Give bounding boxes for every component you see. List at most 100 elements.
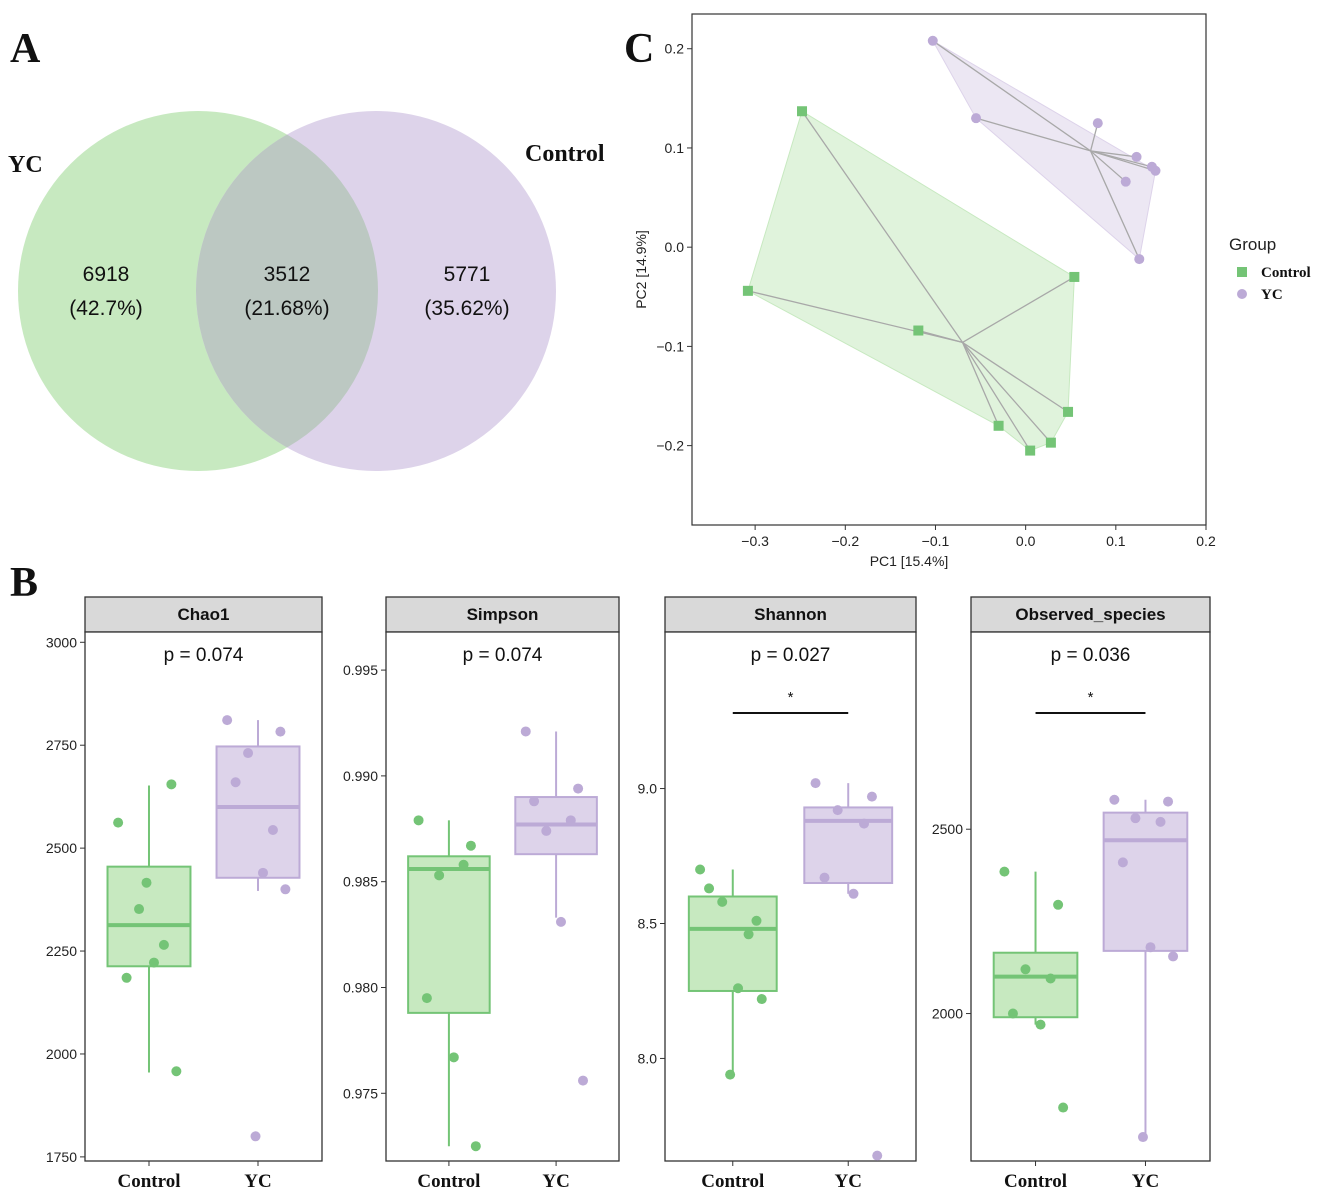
boxplot-strip bbox=[84, 596, 323, 633]
boxplot-point-yc bbox=[1163, 796, 1174, 807]
boxplot-point-yc bbox=[1130, 813, 1141, 824]
pcoa-ylabel: PC2 [14.9%] bbox=[633, 230, 649, 309]
boxplot-title: Shannon bbox=[754, 605, 827, 624]
boxplot-ytick-label: 3000 bbox=[46, 634, 77, 650]
boxplot-box-control bbox=[407, 855, 491, 1014]
boxplot-xtick-label: YC bbox=[835, 1171, 862, 1192]
pcoa-point-control bbox=[1063, 406, 1074, 417]
boxplot-ytick-label: 0.980 bbox=[343, 979, 378, 995]
boxplot-xtick-label: YC bbox=[542, 1171, 569, 1192]
boxplot-pvalue: p = 0.036 bbox=[1051, 645, 1131, 666]
pcoa-point-yc bbox=[1150, 165, 1161, 176]
pcoa-legend-key-control bbox=[1237, 267, 1247, 277]
boxplot-point-control bbox=[171, 1066, 182, 1077]
pcoa-spider-line bbox=[801, 110, 964, 343]
boxplot-point-control bbox=[756, 994, 767, 1005]
pcoa-spider-line bbox=[1090, 150, 1156, 172]
boxplot-panel-chao1: Chao1 p = 0.074 1750 2000 2250 2500 2750 3000 Co… bbox=[46, 596, 323, 1192]
boxplot-point-control bbox=[1007, 1008, 1018, 1019]
boxplot-point-yc bbox=[280, 884, 291, 895]
boxplot-point-yc bbox=[1168, 951, 1179, 962]
boxplot-point-yc bbox=[250, 1131, 261, 1142]
boxplot-box-control bbox=[687, 895, 778, 992]
boxplot-xtick-label: YC bbox=[244, 1171, 271, 1192]
boxplot-point-yc bbox=[832, 805, 843, 816]
boxplot-point-control bbox=[121, 972, 132, 983]
pcoa-spider-line bbox=[962, 341, 1069, 413]
boxplot-point-yc bbox=[222, 715, 233, 726]
pcoa-xtick-label: 0.2 bbox=[1196, 533, 1216, 549]
boxplot-point-control bbox=[704, 883, 715, 894]
pcoa-hull-control bbox=[747, 110, 1075, 452]
pcoa-point-yc bbox=[1131, 151, 1142, 162]
boxplot-point-control bbox=[141, 877, 152, 888]
boxplot-point-control bbox=[717, 896, 728, 907]
pcoa-spider-line bbox=[962, 276, 1075, 343]
pcoa-point-yc bbox=[1092, 118, 1103, 129]
boxplot-point-control bbox=[421, 993, 432, 1004]
boxplot-title: Observed_species bbox=[1015, 605, 1165, 624]
boxplot-pvalue: p = 0.074 bbox=[164, 645, 244, 666]
boxplot-title: Chao1 bbox=[178, 605, 230, 624]
boxplot-frame bbox=[664, 631, 917, 1162]
boxplot-point-control bbox=[1045, 973, 1056, 984]
boxplot-point-control bbox=[999, 866, 1010, 877]
boxplot-point-yc bbox=[275, 726, 286, 737]
pcoa-point-control bbox=[1045, 437, 1056, 448]
boxplot-point-control bbox=[158, 939, 169, 950]
venn-overlap-count: 3512 bbox=[264, 263, 311, 286]
boxplot-point-control bbox=[113, 817, 124, 828]
boxplot-point-yc bbox=[257, 867, 268, 878]
boxplot-ytick-label: 0.975 bbox=[343, 1085, 378, 1101]
boxplot-point-yc bbox=[230, 777, 241, 788]
pcoa-ytick-label: 0.2 bbox=[665, 41, 685, 57]
boxplot-point-yc bbox=[819, 872, 830, 883]
boxplot-ytick-label: 0.985 bbox=[343, 874, 378, 890]
boxplot-point-control bbox=[134, 904, 145, 915]
boxplot-point-control bbox=[725, 1069, 736, 1080]
boxplot-strip bbox=[664, 596, 917, 633]
boxplot-point-yc bbox=[243, 748, 254, 759]
significance-star: * bbox=[788, 689, 794, 706]
pcoa-legend-title: Group bbox=[1229, 235, 1276, 254]
boxplot-point-control bbox=[434, 870, 445, 881]
pcoa-spider-line bbox=[747, 290, 963, 344]
boxplot-ytick-label: 2000 bbox=[932, 1006, 963, 1022]
boxplot-strip bbox=[970, 596, 1211, 633]
boxplot-xtick-label: Control bbox=[417, 1171, 480, 1192]
pcoa-legend-label: YC bbox=[1261, 287, 1283, 303]
venn-diagram: YC Control 6918 (42.7%) 3512 (21.68%) 57… bbox=[8, 111, 605, 471]
boxplot-ytick-label: 2000 bbox=[46, 1046, 77, 1062]
pcoa-spider-line bbox=[961, 342, 1031, 451]
pcoa-point-yc bbox=[927, 35, 938, 46]
venn-label-yc: YC bbox=[8, 152, 43, 178]
venn-overlap bbox=[196, 134, 379, 448]
boxplot-title: Simpson bbox=[467, 605, 539, 624]
boxplot-ytick-label: 2250 bbox=[46, 943, 77, 959]
boxplot-ytick-label: 9.0 bbox=[638, 781, 658, 797]
pcoa-point-control bbox=[993, 420, 1004, 431]
pcoa-legend-key-yc bbox=[1237, 289, 1247, 299]
venn-control-count: 5771 bbox=[444, 263, 491, 286]
boxplot-point-yc bbox=[1155, 816, 1166, 827]
boxplot-point-yc bbox=[872, 1150, 883, 1161]
pcoa-spider-line bbox=[962, 341, 1052, 444]
boxplot-point-control bbox=[458, 859, 469, 870]
boxplot-ytick-label: 2750 bbox=[46, 737, 77, 753]
venn-yc-count: 6918 bbox=[83, 263, 130, 286]
alpha-diversity-boxplots: Chao1 p = 0.074 1750 2000 2250 2500 2750 3000 Co… bbox=[46, 596, 1211, 1192]
boxplot-box-yc bbox=[1102, 811, 1189, 952]
pcoa-spider-line bbox=[932, 40, 1091, 152]
boxplot-point-yc bbox=[267, 825, 278, 836]
boxplot-point-control bbox=[166, 779, 177, 790]
boxplot-point-control bbox=[148, 957, 159, 968]
pcoa-legend-label: Control bbox=[1261, 265, 1311, 281]
boxplot-point-yc bbox=[529, 796, 540, 807]
boxplot-point-yc bbox=[1145, 942, 1156, 953]
boxplot-point-yc bbox=[1117, 857, 1128, 868]
boxplot-point-yc bbox=[810, 778, 821, 789]
boxplot-point-control bbox=[1053, 899, 1064, 910]
pcoa-spider-line bbox=[1090, 150, 1127, 183]
panel-label-a: A bbox=[10, 26, 41, 72]
